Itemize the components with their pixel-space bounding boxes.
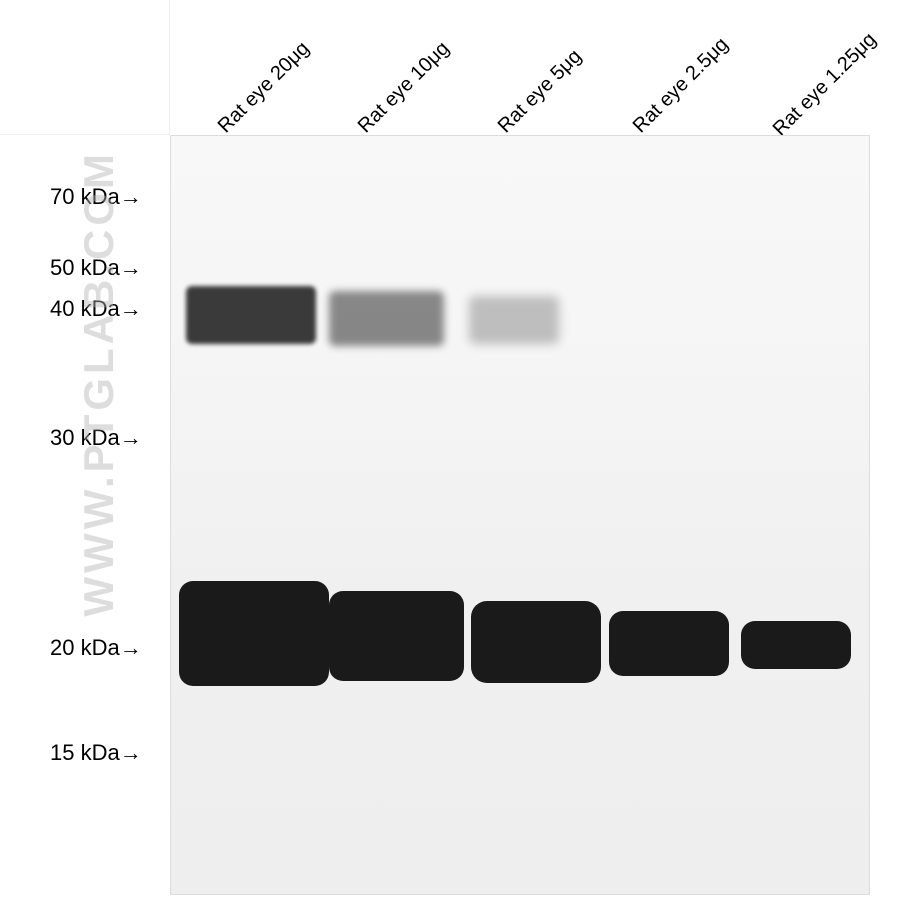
band-upper-lane2 bbox=[329, 291, 444, 346]
band-upper-lane3 bbox=[469, 296, 559, 344]
lane-label-2: Rat eye 10μg bbox=[354, 37, 455, 138]
band-lower-lane5 bbox=[741, 621, 851, 669]
blot-container: Rat eye 20μg Rat eye 10μg Rat eye 5μg Ra… bbox=[0, 0, 900, 910]
band-lower-lane4 bbox=[609, 611, 729, 676]
lane-label-3: Rat eye 5μg bbox=[494, 45, 587, 138]
band-lower-lane1 bbox=[179, 581, 329, 686]
band-upper-lane1 bbox=[186, 286, 316, 344]
top-left-box bbox=[0, 0, 170, 135]
marker-20kda: 20 kDa→ bbox=[50, 635, 142, 661]
marker-15kda: 15 kDa→ bbox=[50, 740, 142, 766]
lane-label-4: Rat eye 2.5μg bbox=[629, 33, 734, 138]
watermark-text: WWW.PTGLAB.COM bbox=[75, 150, 123, 617]
band-lower-lane2 bbox=[329, 591, 464, 681]
blot-membrane bbox=[170, 135, 870, 895]
band-lower-lane3 bbox=[471, 601, 601, 683]
lane-label-5: Rat eye 1.25μg bbox=[769, 29, 881, 141]
lane-label-1: Rat eye 20μg bbox=[214, 37, 315, 138]
